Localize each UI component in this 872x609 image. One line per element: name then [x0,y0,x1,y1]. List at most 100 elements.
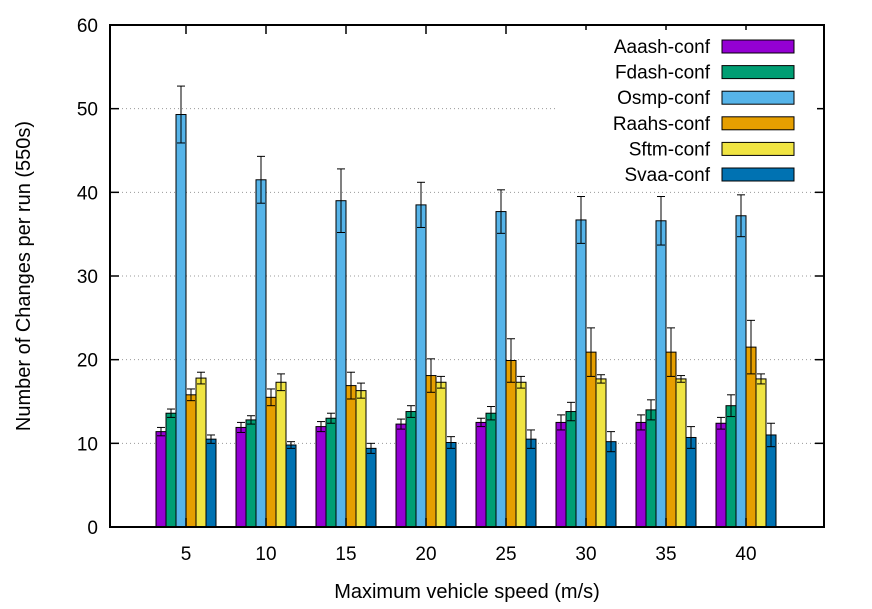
bar-raahs-conf-35 [665,351,677,528]
bar-svaa-conf-20 [445,441,457,528]
x-tick-label-25: 25 [495,544,516,565]
legend-label-svaa-conf: Svaa-conf [624,165,710,186]
error-bar-sftm-conf-5 [197,371,205,385]
error-bar-svaa-conf-30 [607,431,615,453]
error-bar-aaash-conf-5 [157,426,165,437]
y-tick-label-60: 60 [77,16,98,37]
bar-sftm-conf-5 [195,377,207,528]
bar-aaash-conf-30 [555,421,567,528]
error-bar-osmp-conf-10 [257,155,265,204]
bar-aaash-conf-5 [155,431,167,528]
bar-svaa-conf-30 [605,441,617,528]
bar-raahs-conf-15 [345,385,357,528]
error-bar-raahs-conf-20 [427,358,435,393]
bar-group-10 [235,155,297,528]
error-bar-raahs-conf-35 [667,327,675,377]
bar-svaa-conf-35 [685,436,697,528]
bar-sftm-conf-35 [675,378,687,528]
bar-svaa-conf-5 [205,438,217,528]
error-bar-raahs-conf-30 [587,327,595,377]
error-bar-aaash-conf-35 [637,414,645,431]
legend: Aaash-conf Fdash-conf Osmp-conf Raahs-conf S… [613,37,795,186]
error-bar-sftm-conf-35 [677,375,685,383]
bar-fdash-conf-40 [725,405,737,528]
error-bar-aaash-conf-10 [237,421,245,433]
error-bar-aaash-conf-15 [317,421,325,433]
error-bar-raahs-conf-10 [267,388,275,407]
bar-osmp-conf-15 [335,200,347,528]
error-bar-fdash-conf-20 [407,405,415,418]
error-bar-svaa-conf-35 [687,426,695,449]
error-bar-osmp-conf-35 [657,196,665,246]
x-tick-label-15: 15 [335,544,356,565]
error-bar-fdash-conf-35 [647,399,655,421]
x-tick-label-40: 40 [735,544,756,565]
legend-swatch-raahs-conf [721,116,795,131]
error-bar-aaash-conf-30 [557,414,565,431]
legend-label-raahs-conf: Raahs-conf [613,114,711,135]
bar-svaa-conf-25 [525,438,537,528]
legend-swatch-sftm-conf [721,141,795,156]
error-bar-fdash-conf-15 [327,412,335,424]
legend-label-sftm-conf: Sftm-conf [629,139,711,160]
y-tick-label-10: 10 [77,434,98,455]
error-bar-aaash-conf-20 [397,418,405,430]
x-axis-title: Maximum vehicle speed (m/s) [334,581,600,603]
grid-lines [110,108,824,444]
bar-aaash-conf-35 [635,421,647,528]
bar-fdash-conf-30 [565,411,577,528]
bar-sftm-conf-30 [595,378,607,528]
axes: 0 10 20 30 40 50 60 5 10 15 20 25 30 35 40 [77,16,825,565]
x-tick-label-5: 5 [181,544,192,565]
legend-swatch-svaa-conf [721,167,795,182]
bar-fdash-conf-5 [165,412,177,528]
error-bar-osmp-conf-20 [417,181,425,228]
legend-label-fdash-conf: Fdash-conf [615,63,711,84]
bar-aaash-conf-40 [715,422,727,528]
bar-group-40 [715,194,777,528]
bar-sftm-conf-25 [515,381,527,528]
bar-aaash-conf-25 [475,421,487,528]
bar-fdash-conf-10 [245,419,257,528]
bar-svaa-conf-40 [765,434,777,528]
x-tick-label-30: 30 [575,544,596,565]
bar-group-5 [155,85,217,528]
error-bar-svaa-conf-15 [367,442,375,454]
legend-swatch-osmp-conf [721,90,795,105]
bar-group-35 [635,196,697,528]
error-bar-sftm-conf-25 [517,375,525,389]
bar-fdash-conf-15 [325,417,337,528]
bar-sftm-conf-20 [435,381,447,528]
error-bar-raahs-conf-25 [507,338,515,383]
bar-fdash-conf-35 [645,409,657,528]
y-tick-label-20: 20 [77,351,98,372]
legend-label-aaash-conf: Aaash-conf [614,37,711,58]
bar-osmp-conf-35 [655,220,667,528]
y-axis-title: Number of Changes per run (550s) [13,121,35,431]
error-bar-osmp-conf-40 [737,194,745,238]
error-bar-fdash-conf-25 [487,406,495,421]
legend-label-osmp-conf: Osmp-conf [617,88,711,109]
bar-raahs-conf-30 [585,351,597,528]
y-tick-label-40: 40 [77,183,98,204]
error-bar-osmp-conf-30 [577,196,585,244]
bar-group-25 [475,189,537,528]
bar-aaash-conf-15 [315,426,327,528]
error-bar-sftm-conf-20 [437,375,445,389]
error-bar-raahs-conf-15 [347,371,355,400]
bar-osmp-conf-30 [575,219,587,528]
bar-osmp-conf-5 [175,114,187,528]
bar-raahs-conf-20 [425,375,437,528]
bar-fdash-conf-25 [485,412,497,528]
bar-group-20 [395,181,457,528]
error-bar-osmp-conf-15 [337,168,345,233]
bar-fdash-conf-20 [405,411,417,528]
bar-svaa-conf-10 [285,444,297,528]
error-bar-raahs-conf-40 [747,319,755,375]
error-bar-sftm-conf-40 [757,373,765,385]
bar-osmp-conf-25 [495,211,507,528]
error-bar-aaash-conf-25 [477,417,485,428]
error-bar-svaa-conf-5 [207,434,215,444]
x-tick-label-35: 35 [655,544,676,565]
